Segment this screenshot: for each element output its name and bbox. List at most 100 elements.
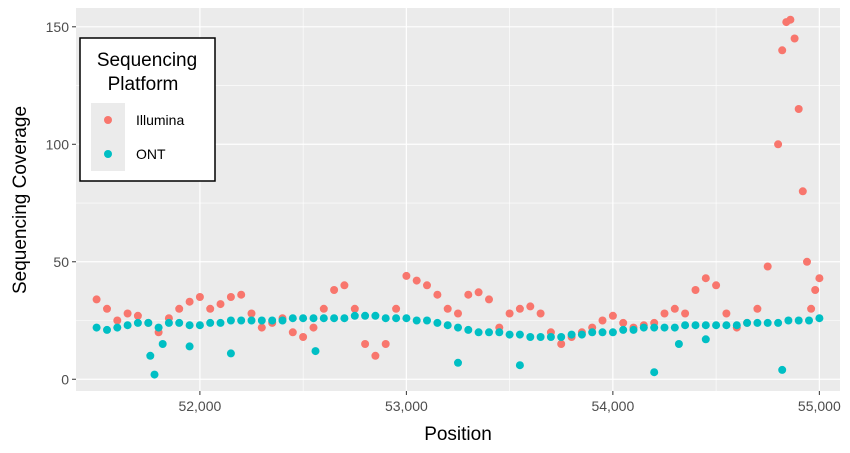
point-ont xyxy=(123,321,132,330)
point-ont xyxy=(681,321,690,330)
point-ont xyxy=(330,314,339,323)
point-ont xyxy=(732,321,741,330)
point-illumina xyxy=(811,286,820,294)
point-illumina xyxy=(309,323,318,332)
point-ont xyxy=(412,316,421,325)
point-ont xyxy=(319,314,328,323)
legend-label-ont: ONT xyxy=(136,146,166,162)
point-ont xyxy=(474,328,483,337)
legend-title-line-2: Platform xyxy=(108,74,179,95)
point-ont xyxy=(92,323,101,332)
point-ont xyxy=(381,314,390,323)
point-ont xyxy=(158,340,167,348)
point-ont xyxy=(660,323,669,332)
point-ont xyxy=(674,340,683,348)
point-illumina xyxy=(619,318,628,327)
point-ont xyxy=(722,321,731,330)
point-illumina xyxy=(790,34,799,43)
point-ont xyxy=(778,365,787,374)
point-illumina xyxy=(330,286,339,294)
point-illumina xyxy=(774,140,783,149)
point-illumina xyxy=(361,340,370,348)
point-illumina xyxy=(412,276,421,285)
point-ont xyxy=(154,323,163,332)
point-illumina xyxy=(371,351,380,360)
point-illumina xyxy=(598,316,607,325)
point-illumina xyxy=(803,257,811,266)
point-illumina xyxy=(392,304,401,313)
point-illumina xyxy=(237,290,246,299)
point-illumina xyxy=(670,304,679,313)
legend-dot-illumina xyxy=(104,116,112,124)
y-tick-label: 0 xyxy=(61,371,69,387)
point-ont xyxy=(691,321,700,330)
point-ont xyxy=(206,318,215,327)
point-illumina xyxy=(113,316,122,325)
point-illumina xyxy=(185,297,194,306)
point-illumina xyxy=(474,288,483,297)
point-illumina xyxy=(701,274,710,283)
point-illumina xyxy=(660,309,669,318)
point-ont xyxy=(701,321,710,330)
point-ont xyxy=(526,333,535,341)
point-ont xyxy=(103,325,111,334)
point-ont xyxy=(505,330,514,339)
point-illumina xyxy=(381,340,390,348)
point-illumina xyxy=(485,295,493,304)
point-illumina xyxy=(515,304,524,313)
point-ont xyxy=(268,316,277,325)
point-ont xyxy=(340,314,349,323)
point-ont xyxy=(608,328,617,337)
x-axis: 52,000 53,000 54,000 55,000 xyxy=(178,391,841,414)
point-ont xyxy=(226,349,235,358)
point-ont xyxy=(216,318,225,327)
point-ont xyxy=(794,316,803,325)
point-illumina xyxy=(505,309,514,318)
point-ont xyxy=(361,311,370,320)
point-illumina xyxy=(195,293,204,301)
point-ont xyxy=(185,342,194,351)
point-illumina xyxy=(226,293,235,301)
point-illumina xyxy=(175,304,184,313)
point-ont xyxy=(185,321,194,330)
point-illumina xyxy=(103,304,111,313)
point-ont xyxy=(619,325,628,334)
point-illumina xyxy=(608,311,617,320)
point-illumina xyxy=(247,309,256,318)
point-ont xyxy=(650,368,659,377)
point-ont xyxy=(536,333,545,341)
point-ont xyxy=(257,316,266,325)
point-ont xyxy=(164,318,173,327)
point-illumina xyxy=(815,274,824,283)
point-ont xyxy=(402,314,411,323)
point-ont xyxy=(774,318,783,327)
point-ont xyxy=(150,370,159,379)
point-illumina xyxy=(319,304,328,313)
point-ont xyxy=(146,351,155,360)
point-ont xyxy=(577,330,586,339)
point-illumina xyxy=(763,262,772,271)
series-ont xyxy=(92,311,824,379)
point-illumina xyxy=(350,304,359,313)
point-ont xyxy=(443,321,452,330)
point-illumina xyxy=(557,340,566,348)
legend-dot-ont xyxy=(104,150,112,158)
x-tick-label: 54,000 xyxy=(591,398,634,414)
point-illumina xyxy=(526,302,535,311)
point-illumina xyxy=(722,309,731,318)
point-illumina xyxy=(778,46,787,55)
point-ont xyxy=(753,318,762,327)
point-illumina xyxy=(340,281,349,290)
point-illumina xyxy=(443,304,452,313)
point-illumina xyxy=(299,333,308,341)
data-points xyxy=(92,15,824,379)
point-ont xyxy=(113,323,122,332)
point-ont xyxy=(598,328,607,337)
point-ont xyxy=(650,323,659,332)
point-ont xyxy=(144,318,153,327)
point-illumina xyxy=(288,328,297,337)
point-illumina xyxy=(206,304,215,313)
point-ont xyxy=(247,316,256,325)
point-ont xyxy=(485,328,493,337)
